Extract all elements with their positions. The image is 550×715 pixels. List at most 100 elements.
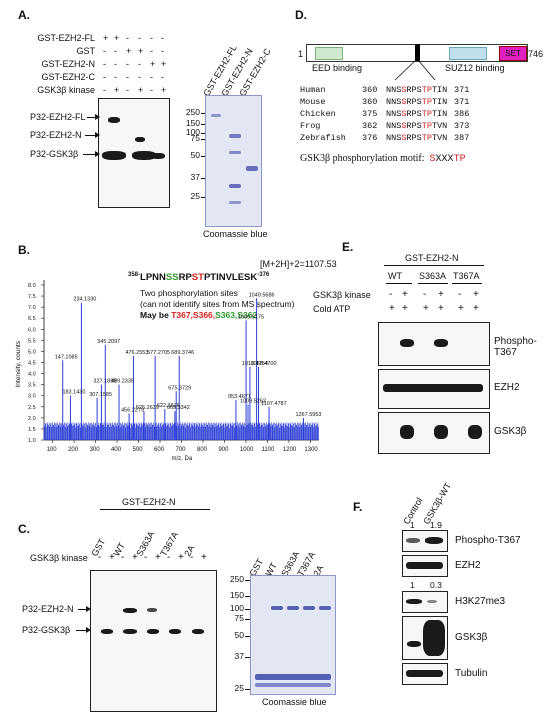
suz12-label: SUZ12 binding	[445, 63, 505, 73]
sign-e-kinase-5: +	[473, 289, 479, 300]
sign-e-atp-1: +	[402, 303, 408, 314]
sign-a-4-2: -	[126, 85, 129, 95]
sign-c-9: +	[201, 552, 207, 563]
ms-ytick-label-4.5: 4.5	[28, 361, 36, 367]
ms-peak-label-4: 577.2705	[147, 350, 170, 356]
sign-a-3-1: -	[114, 72, 117, 82]
species-name: Mouse	[300, 97, 326, 107]
ms-ytick-label-6.0: 6.0	[28, 327, 36, 333]
sign-a-1-4: -	[150, 46, 153, 56]
sign-c-5: +	[155, 552, 161, 563]
eed-label: EED binding	[312, 63, 363, 73]
sign-e-atp-0: +	[389, 303, 395, 314]
sign-c-3: +	[132, 552, 138, 563]
seq-part-4: TIN	[431, 97, 448, 107]
seq-part-2: RPS	[406, 85, 422, 95]
seq-part-3: TP	[421, 109, 432, 119]
sign-e-atp-2: +	[423, 303, 429, 314]
peptide-part-2: S	[172, 272, 179, 284]
sign-a-2-1: -	[114, 59, 117, 69]
species-from: 360	[362, 97, 378, 107]
sign-a-3-3: -	[138, 72, 141, 82]
band-ezh2-n	[135, 137, 145, 142]
marker-tick-a-50	[201, 156, 206, 157]
f-blot-h3k27me3	[402, 591, 448, 613]
phospho-site-marker	[415, 44, 420, 61]
seq-part-0: NNS	[386, 121, 402, 131]
sign-c-7: +	[178, 552, 184, 563]
species-from: 376	[362, 133, 378, 143]
gel-a-caption: Coomassie blue	[203, 229, 268, 239]
ms-peak-label-21: 1107.4787	[261, 401, 287, 407]
c-label-p32-gsk3b: P32-GSK3β	[22, 625, 71, 635]
sign-e-atp-5: +	[473, 303, 479, 314]
marker-tick-c-75	[245, 619, 250, 620]
ms-peak-label-11: 409.2335	[111, 379, 134, 385]
band-ezh2-fl	[108, 117, 120, 123]
seq-part-1: S	[401, 85, 407, 95]
sign-a-0-5: -	[161, 33, 164, 43]
ms-peak-label-10: 327.1899	[93, 379, 116, 385]
ms-xtick-label-1300: 1300	[304, 447, 318, 453]
f-label-phospho: Phospho-T367	[455, 535, 521, 546]
motif-line: GSK3β phosphorylation motif: SXXXTP	[300, 153, 466, 165]
marker-tick-a-250	[201, 113, 206, 114]
ms-ytick-label-3.0: 3.0	[28, 394, 36, 400]
e-label-ezh2: EZH2	[494, 382, 520, 393]
panel-c-autoradiograph	[90, 570, 217, 712]
f-blot-gsk3b	[402, 616, 448, 660]
sign-a-0-3: -	[138, 33, 141, 43]
note-line1: Two phosphorylation sites	[140, 288, 238, 298]
motif-part-0: S	[429, 154, 436, 165]
marker-tick-c-150	[245, 596, 250, 597]
marker-a-250: 250	[185, 107, 200, 117]
e-blot-gsk3b	[378, 412, 490, 454]
sign-e-kinase-3: +	[438, 289, 444, 300]
sign-e-kinase-2: -	[423, 289, 427, 300]
sign-a-2-5: +	[161, 59, 167, 69]
seq-part-3: TP	[421, 133, 432, 143]
marker-a-150: 150	[185, 118, 200, 128]
species-row-zebrafish: Zebrafish 376 NNSSRPSTPTVN 387	[300, 133, 469, 143]
species-name: Frog	[300, 121, 321, 131]
note3-part-1: S363,S362	[215, 310, 258, 320]
sign-e-kinase-0: -	[389, 289, 393, 300]
row-label-kinase: GSK3β kinase	[37, 85, 95, 95]
sign-a-0-2: -	[126, 33, 129, 43]
eed-domain	[315, 47, 343, 60]
ms-xtick-label-300: 300	[90, 447, 101, 453]
peptide-part-5: T	[198, 272, 204, 284]
e-label-gsk3b: GSK3β	[494, 426, 527, 437]
sign-a-1-0: -	[103, 46, 106, 56]
seq-part-4: TVN	[431, 133, 448, 143]
marker-tick-a-100	[201, 133, 206, 134]
sign-a-2-3: -	[138, 59, 141, 69]
seq-part-3: TP	[421, 121, 432, 131]
marker-c-100: 100	[229, 603, 244, 613]
species-seq: NNSSRPSTPTVN	[386, 121, 454, 131]
row-label-ezh2-n: GST-EZH2-N	[41, 59, 95, 69]
species-from: 360	[362, 85, 378, 95]
ms-ytick-label-5.0: 5.0	[28, 349, 36, 355]
species-to: 373	[454, 121, 470, 131]
marker-c-37: 37	[234, 651, 244, 661]
seq-part-0: NNS	[386, 109, 402, 119]
ms-spectrum-chart: 147.1085 234.1330 345.2097 476.2553577.2705…	[15, 280, 321, 462]
marker-c-75: 75	[234, 613, 244, 623]
ms-xtick-label-100: 100	[47, 447, 58, 453]
ms-ytick-label-8.0: 8.0	[28, 283, 36, 289]
marker-tick-c-25	[245, 689, 250, 690]
ms-peak-label-20: 669.3342	[167, 405, 190, 411]
ms-peak-label-0: 147.1085	[55, 354, 78, 360]
sign-c-4: -	[144, 552, 148, 563]
species-row-chicken: Chicken 375 NNSSRPSTPTIN 386	[300, 109, 469, 119]
e-group-s363a: S363A	[419, 271, 447, 281]
panel-e-label: E.	[342, 240, 354, 254]
species-row-human: Human 360 NNSSRPSTPTIN 371	[300, 85, 469, 95]
species-row-frog: Frog 362 NNSSRPSTPTVN 373	[300, 121, 469, 131]
note-line3: May be T367,S366,S363,S362	[140, 310, 258, 320]
row-label-ezh2-fl: GST-EZH2-FL	[37, 33, 95, 43]
ms-xtick-label-600: 600	[154, 447, 165, 453]
f-label-tubulin: Tubulin	[455, 668, 488, 679]
peptide-part-1: S	[165, 272, 173, 284]
